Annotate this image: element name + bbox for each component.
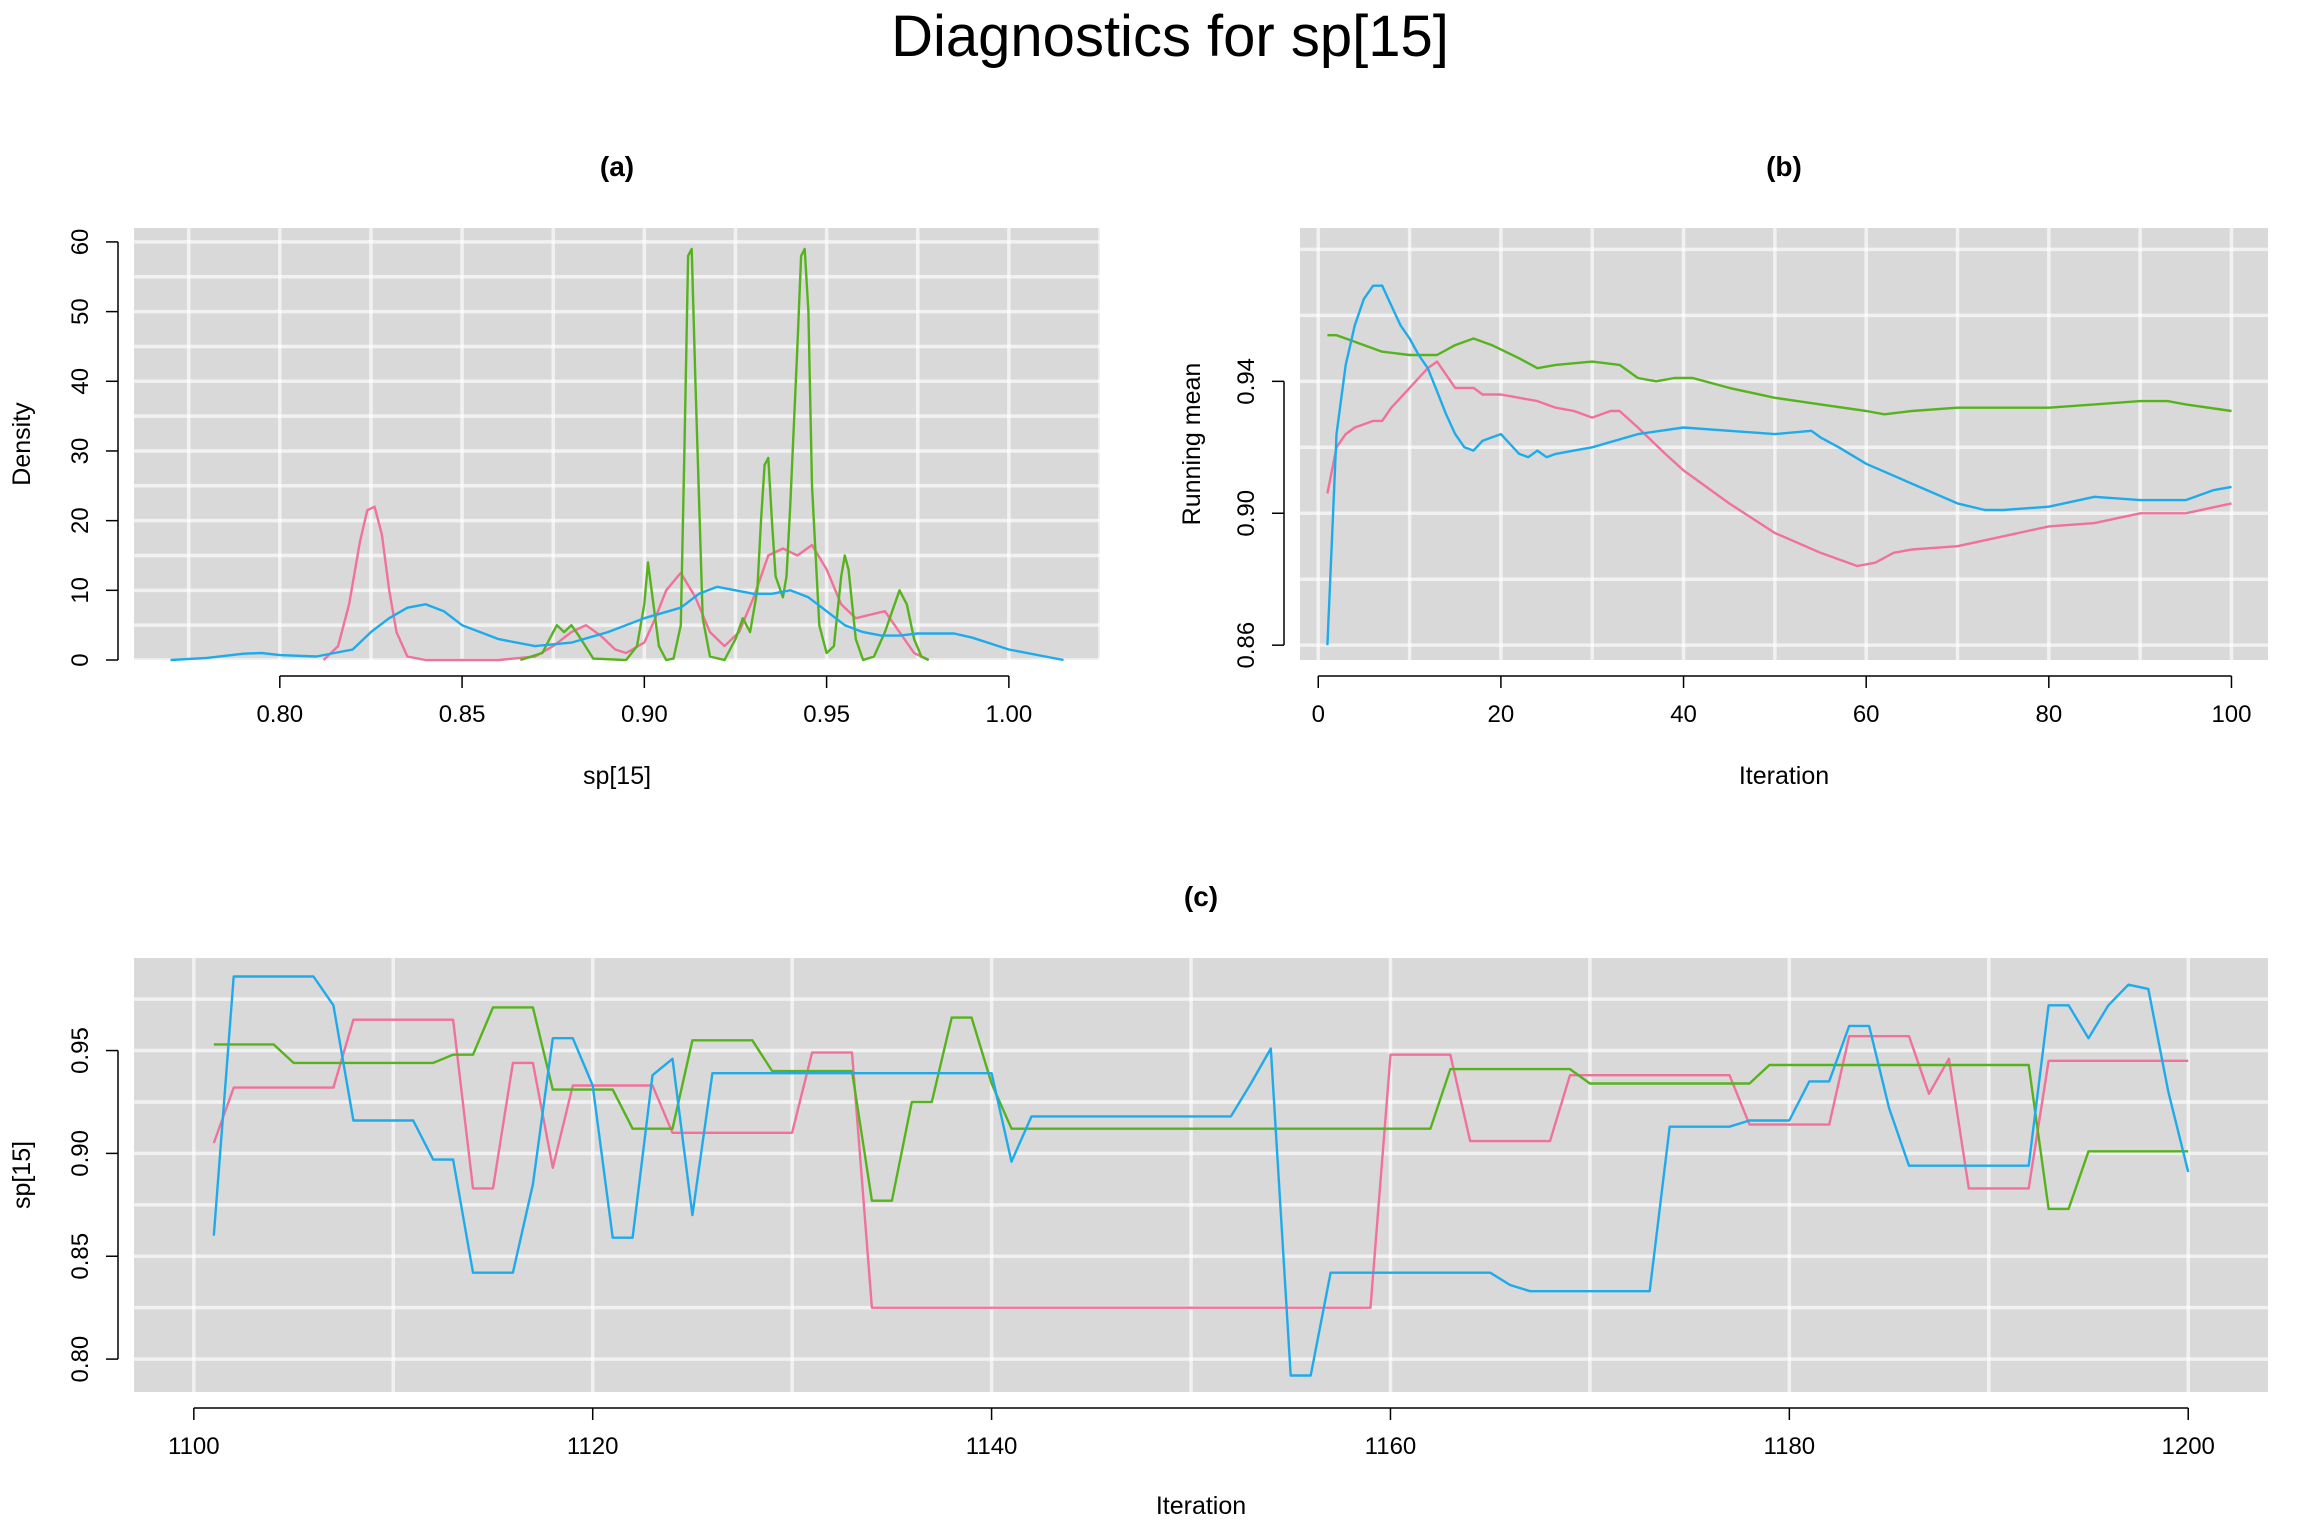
x-axis-label-b: Iteration [1739, 762, 1829, 790]
x-tick-label: 20 [1488, 701, 1515, 728]
y-tick-label: 40 [67, 368, 94, 395]
x-tick-label: 1200 [2162, 1433, 2215, 1460]
x-tick-label: 1.00 [986, 701, 1033, 728]
x-tick-label: 1160 [1365, 1433, 1417, 1460]
x-axis-label-c: Iteration [1156, 1492, 1246, 1520]
x-tick-label: 0.90 [621, 701, 668, 728]
series-line-c-chain-3 [212, 975, 2190, 1377]
y-tick-label: 30 [67, 438, 94, 465]
panel-title-a: (a) [600, 151, 634, 182]
y-axis-label-a: Density [8, 402, 36, 486]
y-axis-label-b: Running mean [1178, 363, 1206, 526]
panel-c: 1100 1120 1140 1160 1180 1200 0.80 0.85 0.90 0.95… [8, 881, 2268, 1520]
x-tick-label: 0.85 [439, 701, 486, 728]
plot-background-b [1300, 228, 2268, 660]
series-line-c-chain-1 [212, 1018, 2189, 1309]
y-tick-label: 0.90 [1233, 490, 1260, 537]
figure-title: Diagnostics for sp[15] [891, 4, 1449, 69]
x-axis-label-a: sp[15] [583, 762, 651, 790]
y-tick-label: 20 [67, 507, 94, 534]
x-tick-label: 40 [1670, 701, 1697, 728]
panel-title-c: (c) [1184, 881, 1218, 912]
series-line-b-chain-3 [1326, 284, 2232, 646]
x-tick-label: 1180 [1764, 1433, 1816, 1460]
y-tick-label: 0.85 [67, 1233, 94, 1280]
x-tick-label: 60 [1853, 701, 1880, 728]
y-tick-label: 0.90 [67, 1130, 94, 1177]
y-axis-label-c: sp[15] [8, 1141, 36, 1209]
x-tick-label: 0.80 [256, 701, 303, 728]
y-tick-label: 0.86 [1233, 622, 1260, 669]
y-tick-label: 0 [67, 653, 94, 666]
y-tick-label: 0.80 [67, 1336, 94, 1383]
x-tick-label: 80 [2035, 701, 2062, 728]
x-tick-label: 1100 [168, 1433, 220, 1460]
panel-title-b: (b) [1766, 151, 1802, 182]
series-line-a-chain-1 [322, 505, 930, 662]
series-line-b-chain-1 [1326, 360, 2232, 568]
series-line-a-chain-2 [520, 247, 930, 662]
x-tick-label: 100 [2211, 701, 2251, 728]
y-tick-label: 10 [67, 577, 94, 604]
series-line-a-chain-3 [170, 585, 1064, 662]
y-tick-label: 50 [67, 298, 94, 325]
x-tick-label: 0 [1312, 701, 1325, 728]
plot-background-a [134, 228, 1100, 660]
y-tick-label: 0.94 [1233, 358, 1260, 405]
x-tick-label: 0.95 [803, 701, 850, 728]
panel-b: 0 20 40 60 80 100 0.86 0.90 0.94 (b) Iteration Runn… [1178, 151, 2268, 790]
x-tick-label: 1140 [966, 1433, 1018, 1460]
series-line-c-chain-2 [213, 1006, 2189, 1211]
plot-background-c [134, 958, 2268, 1392]
panel-a: 0.80 0.85 0.90 0.95 1.00 0 10 20 30 40 50 60 (a) sp[1… [8, 151, 1102, 790]
y-tick-label: 0.95 [67, 1027, 94, 1074]
x-tick-label: 1120 [567, 1433, 619, 1460]
y-tick-label: 60 [67, 229, 94, 256]
